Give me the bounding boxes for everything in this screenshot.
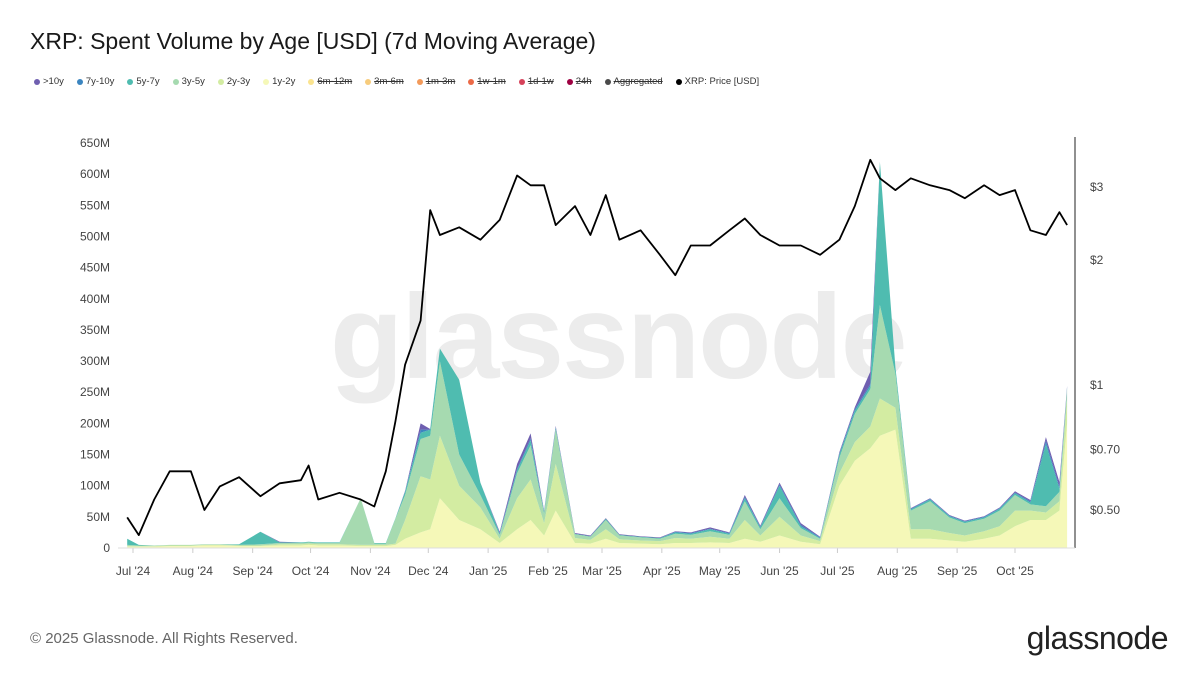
- legend-item-1w-1m[interactable]: 1w-1m: [468, 76, 506, 87]
- x-tick-label: Aug '24: [173, 564, 214, 578]
- x-tick-label: Feb '25: [528, 564, 568, 578]
- legend-dot-icon: [263, 78, 270, 85]
- legend: >10y 7y-10y 5y-7y 3y-5y 2y-3y 1y-2y 6m-12m 3m-6…: [34, 76, 759, 87]
- y-left-tick-label: 0: [103, 541, 110, 555]
- legend-dot-icon: [217, 78, 224, 85]
- legend-item-2y-3y[interactable]: 2y-3y: [217, 76, 251, 87]
- copyright-footer: © 2025 Glassnode. All Rights Reserved.: [30, 630, 298, 647]
- legend-item-24h[interactable]: 24h: [566, 76, 592, 87]
- legend-item-3m-6m[interactable]: 3m-6m: [365, 76, 404, 87]
- x-tick-label: Sep '24: [232, 564, 273, 578]
- legend-dot-icon: [34, 78, 40, 85]
- y-left-tick-label: 150M: [80, 448, 110, 462]
- x-tick-label: Oct '25: [996, 564, 1034, 578]
- x-tick-label: Jul '24: [116, 564, 151, 578]
- y-right-tick-label: $2: [1090, 253, 1104, 267]
- legend-dot-icon: [518, 78, 525, 85]
- legend-dot-icon: [416, 78, 423, 85]
- legend-item--10y[interactable]: >10y: [34, 76, 64, 87]
- legend-label: >10y: [43, 76, 64, 87]
- y-right-tick-label: $0.50: [1090, 503, 1120, 517]
- y-left-tick-label: 50M: [87, 510, 110, 524]
- y-right-tick-label: $3: [1090, 180, 1104, 194]
- legend-label: 1d-1w: [527, 76, 554, 87]
- legend-item-5y-7y[interactable]: 5y-7y: [127, 76, 160, 87]
- y-right-tick-label: $0.70: [1090, 442, 1120, 456]
- legend-item-1d-1w[interactable]: 1d-1w: [518, 76, 554, 87]
- x-tick-label: Oct '24: [292, 564, 330, 578]
- legend-label: Aggregated: [613, 76, 663, 87]
- y-right-tick-label: $1: [1090, 378, 1104, 392]
- x-tick-label: Aug '25: [877, 564, 918, 578]
- legend-item-1y-2y[interactable]: 1y-2y: [263, 76, 295, 87]
- x-tick-label: Sep '25: [937, 564, 978, 578]
- legend-label: 3m-6m: [374, 76, 404, 87]
- y-left-tick-label: 100M: [80, 479, 110, 493]
- y-left-tick-label: 500M: [80, 229, 110, 243]
- y-left-tick-label: 650M: [80, 136, 110, 150]
- x-tick-label: Jun '25: [760, 564, 799, 578]
- x-tick-label: Nov '24: [350, 564, 391, 578]
- legend-label: 1w-1m: [477, 76, 506, 87]
- legend-dot-icon: [127, 78, 134, 85]
- legend-item-6m-12m[interactable]: 6m-12m: [308, 76, 352, 87]
- area-series-3y-5y: [127, 305, 1068, 547]
- legend-item-7y-10y[interactable]: 7y-10y: [76, 76, 115, 87]
- legend-dot-icon: [675, 78, 682, 85]
- legend-item-3y-5y[interactable]: 3y-5y: [172, 76, 205, 87]
- legend-dot-icon: [308, 78, 315, 85]
- x-tick-label: Mar '25: [582, 564, 622, 578]
- price-line: [126, 158, 1068, 536]
- legend-dot-icon: [566, 78, 573, 85]
- area-series-1y-2y: [127, 423, 1068, 548]
- legend-dot-icon: [468, 78, 475, 85]
- legend-label: 2y-3y: [226, 76, 251, 87]
- legend-label: 7y-10y: [85, 76, 115, 87]
- legend-item-1m-3m[interactable]: 1m-3m: [416, 76, 456, 87]
- legend-label: 3y-5y: [181, 76, 205, 87]
- legend-dot-icon: [604, 78, 611, 85]
- x-tick-label: Dec '24: [408, 564, 449, 578]
- legend-label: 1y-2y: [272, 76, 296, 87]
- legend-label: 24h: [575, 76, 592, 87]
- y-left-tick-label: 550M: [80, 198, 110, 212]
- x-tick-label: May '25: [699, 564, 741, 578]
- y-left-tick-label: 450M: [80, 261, 110, 275]
- legend-label: 5y-7y: [136, 76, 160, 87]
- y-left-tick-label: 400M: [80, 292, 110, 306]
- glassnode-logo: glassnode: [1026, 620, 1169, 656]
- watermark: glassnode: [330, 270, 907, 404]
- x-tick-label: Jan '25: [469, 564, 508, 578]
- legend-dot-icon: [172, 78, 179, 85]
- y-left-tick-label: 600M: [80, 167, 110, 181]
- legend-dot-icon: [365, 78, 372, 85]
- y-left-tick-label: 250M: [80, 385, 110, 399]
- y-left-tick-label: 200M: [80, 416, 110, 430]
- legend-label: 6m-12m: [317, 76, 353, 87]
- x-tick-label: Apr '25: [643, 564, 681, 578]
- legend-label: XRP: Price [USD]: [684, 76, 760, 87]
- legend-label: 1m-3m: [425, 76, 456, 87]
- chart-title: XRP: Spent Volume by Age [USD] (7d Movin…: [30, 28, 596, 54]
- x-tick-label: Jul '25: [820, 564, 855, 578]
- legend-item-xrp-price-usd-[interactable]: XRP: Price [USD]: [675, 76, 760, 87]
- legend-dot-icon: [76, 78, 83, 85]
- y-left-tick-label: 300M: [80, 354, 110, 368]
- legend-item-aggregated[interactable]: Aggregated: [604, 76, 663, 87]
- y-left-tick-label: 350M: [80, 323, 110, 337]
